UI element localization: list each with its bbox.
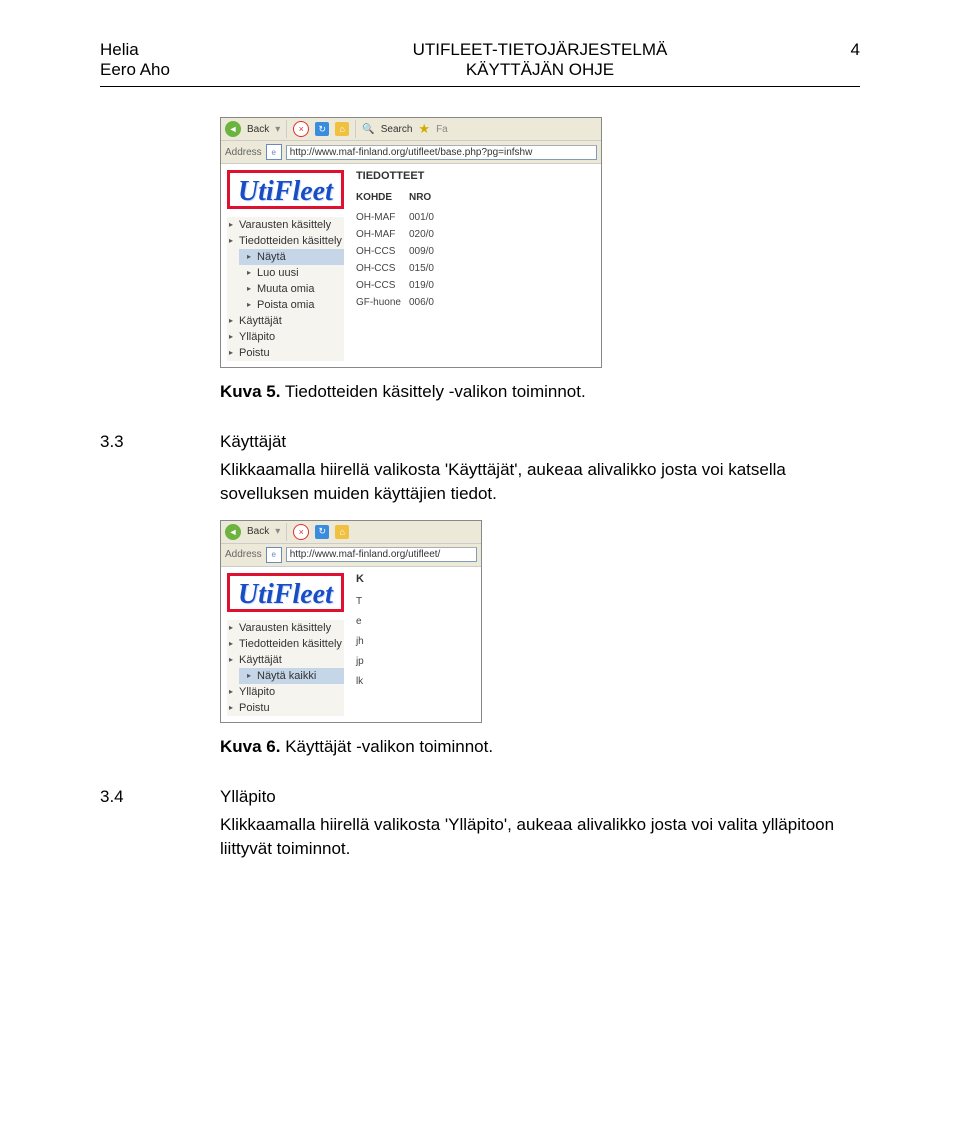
data-heading: TIEDOTTEET (356, 170, 442, 190)
menu-item[interactable]: Käyttäjät (227, 313, 344, 329)
page-number: 4 (800, 40, 860, 60)
menu-item[interactable]: Poistu (227, 700, 344, 716)
table-row: T (356, 593, 372, 613)
header-title-1: UTIFLEET-TIETOJÄRJESTELMÄ (280, 40, 800, 60)
back-label[interactable]: Back (247, 124, 269, 135)
menu-item[interactable]: Luo uusi (239, 265, 344, 281)
table-row: OH-CCS009/0 (356, 243, 442, 260)
column-header: KOHDE (356, 190, 409, 209)
data-heading: K (356, 573, 372, 593)
section-3-4-heading: 3.4 Ylläpito (100, 787, 860, 807)
page-icon: e (266, 144, 282, 160)
utifleet-logo: UtiFleet (227, 573, 344, 612)
search-label[interactable]: Search (381, 124, 413, 135)
table-row: OH-CCS015/0 (356, 260, 442, 277)
browser-toolbar: ◄ Back ▾ × ↻ ⌂ 🔍 Search ★ Fa (221, 118, 601, 141)
table-row: jh (356, 633, 372, 653)
section-3-4-body: Klikkaamalla hiirellä valikosta 'Ylläpit… (220, 813, 860, 861)
back-label[interactable]: Back (247, 526, 269, 537)
home-icon[interactable]: ⌂ (335, 122, 349, 136)
address-label: Address (225, 549, 262, 560)
menu-item[interactable]: Varausten käsittely (227, 217, 344, 233)
menu-item[interactable]: Varausten käsittely (227, 620, 344, 636)
search-icon[interactable]: 🔍 (362, 124, 374, 135)
browser-toolbar-2: ◄ Back ▾ × ↻ ⌂ (221, 521, 481, 544)
address-bar-2: Address e http://www.maf-finland.org/uti… (221, 544, 481, 567)
url-field[interactable]: http://www.maf-finland.org/utifleet/base… (286, 145, 597, 160)
sidebar-menu-2: Varausten käsittelyTiedotteiden käsittel… (227, 620, 344, 716)
table-row: lk (356, 673, 372, 693)
menu-item[interactable]: Poista omia (239, 297, 344, 313)
data-table: KOHDENRO OH-MAF001/0OH-MAF020/0OH-CCS009… (356, 190, 442, 311)
utifleet-logo: UtiFleet (227, 170, 344, 209)
menu-item[interactable]: Ylläpito (227, 684, 344, 700)
home-icon[interactable]: ⌂ (335, 525, 349, 539)
address-label: Address (225, 147, 262, 158)
screenshot-1: ◄ Back ▾ × ↻ ⌂ 🔍 Search ★ Fa Address e h… (220, 117, 602, 368)
menu-item[interactable]: Näytä (239, 249, 344, 265)
menu-item[interactable]: Tiedotteiden käsittely (227, 636, 344, 652)
refresh-icon[interactable]: ↻ (315, 122, 329, 136)
back-icon[interactable]: ◄ (225, 121, 241, 137)
figure-5-caption: Kuva 5. Tiedotteiden käsittely -valikon … (220, 382, 860, 402)
figure-6-caption: Kuva 6. Käyttäjät -valikon toiminnot. (220, 737, 860, 757)
header-rule (100, 86, 860, 87)
menu-item[interactable]: Muuta omia (239, 281, 344, 297)
table-row: GF-huone006/0 (356, 294, 442, 311)
page-header: Helia Eero Aho UTIFLEET-TIETOJÄRJESTELMÄ… (100, 40, 860, 80)
table-row: OH-MAF001/0 (356, 209, 442, 226)
header-author: Eero Aho (100, 60, 280, 80)
menu-item[interactable]: Ylläpito (227, 329, 344, 345)
stop-icon[interactable]: × (293, 524, 309, 540)
sidebar-menu: Varausten käsittelyTiedotteiden käsittel… (227, 217, 344, 361)
menu-item[interactable]: Käyttäjät (227, 652, 344, 668)
header-org: Helia (100, 40, 280, 60)
section-3-3-body: Klikkaamalla hiirellä valikosta 'Käyttäj… (220, 458, 860, 506)
menu-item[interactable]: Tiedotteiden käsittely (227, 233, 344, 249)
refresh-icon[interactable]: ↻ (315, 525, 329, 539)
back-icon[interactable]: ◄ (225, 524, 241, 540)
section-3-3-heading: 3.3 Käyttäjät (100, 432, 860, 452)
menu-item[interactable]: Poistu (227, 345, 344, 361)
header-title-2: KÄYTTÄJÄN OHJE (280, 60, 800, 80)
table-row: OH-MAF020/0 (356, 226, 442, 243)
page-icon: e (266, 547, 282, 563)
data-table-2: Tejhjplk (356, 593, 372, 693)
screenshot-2: ◄ Back ▾ × ↻ ⌂ Address e http://www.maf-… (220, 520, 482, 723)
column-header: NRO (409, 190, 442, 209)
url-field[interactable]: http://www.maf-finland.org/utifleet/ (286, 547, 477, 562)
favorites-icon[interactable]: ★ (418, 121, 430, 137)
stop-icon[interactable]: × (293, 121, 309, 137)
table-row: jp (356, 653, 372, 673)
menu-item[interactable]: Näytä kaikki (239, 668, 344, 684)
address-bar: Address e http://www.maf-finland.org/uti… (221, 141, 601, 164)
table-row: e (356, 613, 372, 633)
table-row: OH-CCS019/0 (356, 277, 442, 294)
